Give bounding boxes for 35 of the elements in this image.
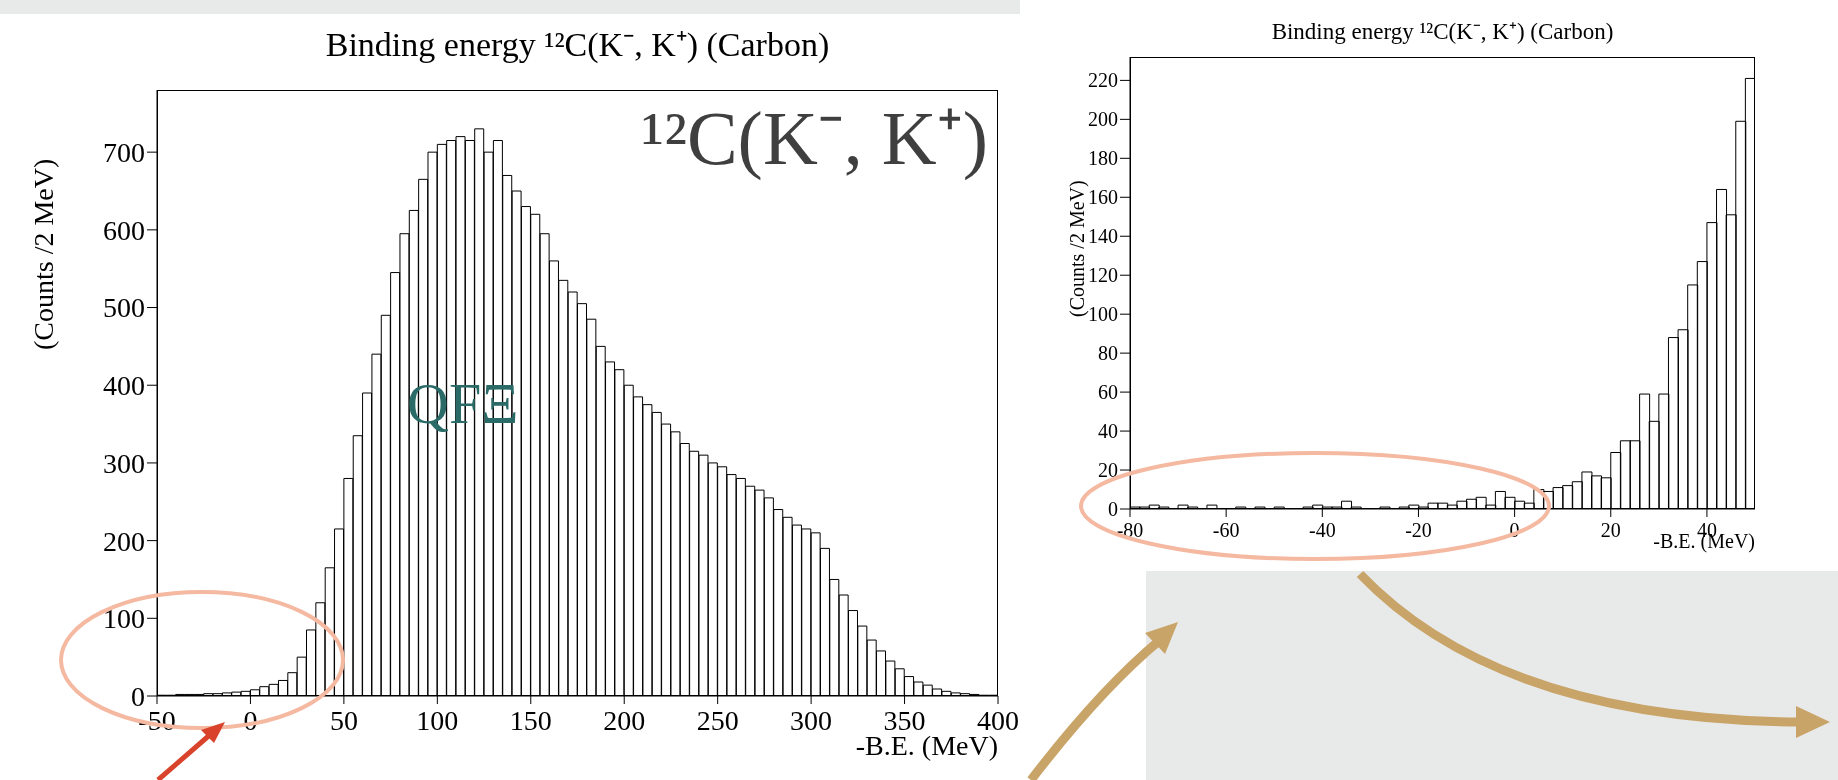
x-tick-label: 200 <box>603 704 646 736</box>
x-tick-label: 250 <box>696 704 739 736</box>
x-tick-label: -60 <box>1212 519 1240 542</box>
y-tick-label: 80 <box>1098 342 1118 365</box>
y-tick-label: 100 <box>1088 303 1118 326</box>
y-tick-label: 40 <box>1098 420 1118 443</box>
x-tick-label: 150 <box>509 704 552 736</box>
x-tick-label: -40 <box>1308 519 1336 542</box>
chart-title: Binding energy ¹²C(K⁻, K⁺) (Carbon) <box>1270 18 1615 46</box>
y-tick-label: 0 <box>1108 498 1118 521</box>
y-tick-label: 220 <box>1088 69 1118 92</box>
y-tick-label: 60 <box>1098 381 1118 404</box>
y-tick-label: 700 <box>103 137 145 169</box>
y-tick-label: 100 <box>103 603 145 635</box>
y-tick-label: 180 <box>1088 147 1118 170</box>
y-axis-title: (Counts /2 MeV) <box>1066 179 1089 317</box>
y-tick-label: 500 <box>103 292 145 324</box>
annotation: ¹²C(K⁻, K⁺) <box>640 96 988 180</box>
x-tick-label: -80 <box>1116 519 1144 542</box>
y-tick-label: 120 <box>1088 264 1118 287</box>
x-tick-label: 50 <box>329 704 358 736</box>
y-tick-label: 140 <box>1088 225 1118 248</box>
y-tick-label: 0 <box>131 680 145 712</box>
chart-title: Binding energy ¹²C(K⁻, K⁺) (Carbon) <box>324 25 831 65</box>
x-tick-label: 300 <box>790 704 833 736</box>
y-tick-label: 160 <box>1088 186 1118 209</box>
y-tick-label: 20 <box>1098 459 1118 482</box>
y-tick-label: 300 <box>103 447 145 479</box>
x-tick-label: 100 <box>416 704 459 736</box>
x-tick-label: -20 <box>1405 519 1432 542</box>
y-axis-title: (Counts /2 MeV) <box>28 157 60 350</box>
y-tick-label: 400 <box>103 370 145 402</box>
x-tick-label: 20 <box>1600 519 1621 542</box>
y-tick-label: 200 <box>1088 108 1118 131</box>
y-tick-label: 600 <box>103 214 145 246</box>
